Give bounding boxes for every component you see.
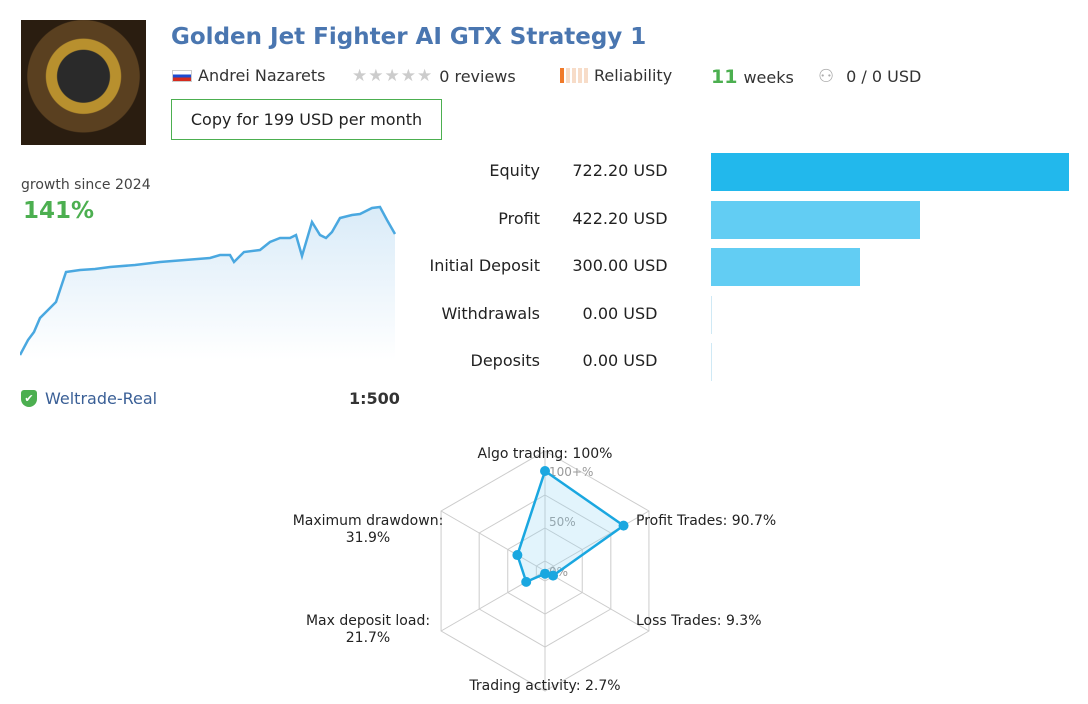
reliability-bars-icon: [560, 68, 588, 83]
radar-axis-label: Algo trading: 100%: [477, 446, 613, 462]
subscribers-value: 0 / 0 USD: [846, 67, 922, 86]
star-rating-icon: ★★★★★: [352, 66, 434, 86]
radar-ring-label: 50%: [549, 515, 576, 529]
radar-axis: [544, 570, 650, 632]
radar-point: [618, 520, 629, 531]
stat-bar: [711, 295, 712, 334]
growth-label: growth since 2024: [21, 177, 151, 193]
radar-axis-label: Profit Trades: 90.7%: [636, 513, 777, 529]
weeks: 11 weeks: [711, 66, 794, 88]
stat-label: Initial Deposit: [429, 256, 540, 275]
subscribers: ⚇ 0 / 0 USD: [818, 66, 921, 87]
stat-row: Equity 722.20 USD: [400, 153, 1088, 191]
verified-shield-icon: ✔: [21, 390, 37, 407]
growth-area: [20, 207, 395, 360]
stat-value: 422.20 USD: [572, 208, 668, 228]
stat-bar: [711, 153, 1069, 191]
stat-row: Withdrawals 0.00 USD: [400, 295, 1088, 334]
radar-point: [548, 570, 559, 581]
stat-row: Deposits 0.00 USD: [400, 343, 1088, 381]
author-name: Andrei Nazarets: [198, 66, 326, 85]
subscribers-icon: ⚇: [818, 66, 835, 87]
radar-point: [512, 550, 523, 561]
radar-axis-label: Max deposit load: 21.7%: [305, 613, 431, 646]
stat-value: 300.00 USD: [572, 256, 668, 275]
radar-axis-label: Trading activity: 2.7%: [469, 678, 621, 694]
stat-label: Withdrawals: [441, 303, 540, 323]
reviews[interactable]: ★★★★★ 0 reviews: [352, 66, 516, 86]
broker-name: Weltrade-Real: [45, 389, 158, 408]
radar-point: [540, 466, 550, 476]
stat-label: Equity: [489, 161, 540, 180]
russia-flag-icon: [172, 69, 192, 82]
stat-label: Deposits: [470, 351, 541, 370]
page-title[interactable]: Golden Jet Fighter AI GTX Strategy 1: [171, 24, 647, 50]
stat-label: Profit: [498, 208, 540, 228]
stat-bar: [711, 200, 921, 239]
growth-line: [20, 205, 397, 356]
radar-axis: [440, 510, 546, 572]
radar-axis-label: Loss Trades: 9.3%: [636, 613, 762, 629]
copy-subscribe-button[interactable]: Copy for 199 USD per month: [171, 99, 442, 140]
broker-link[interactable]: ✔ Weltrade-Real: [21, 389, 157, 408]
radar-point: [540, 568, 550, 579]
reviews-count: 0 reviews: [439, 66, 516, 86]
author-link[interactable]: Andrei Nazarets: [172, 66, 326, 85]
radar-point: [521, 576, 532, 587]
radar-axis-label: Maximum drawdown: 31.9%: [292, 513, 444, 546]
stat-row: Initial Deposit 300.00 USD: [400, 248, 1088, 286]
strategy-avatar: [21, 20, 146, 145]
stat-bar: [711, 343, 712, 381]
stat-row: Profit 422.20 USD: [400, 200, 1088, 239]
stat-bar: [711, 248, 860, 286]
radar-ring-label: 100+%: [549, 465, 593, 479]
weeks-count: 11: [711, 66, 738, 88]
growth-value: 141%: [23, 198, 95, 224]
stat-value: 0.00 USD: [582, 351, 658, 370]
weeks-label: weeks: [743, 67, 794, 87]
leverage: 1:500: [349, 389, 400, 408]
radar-axis: [544, 510, 650, 572]
stat-value: 0.00 USD: [582, 303, 658, 323]
stat-value: 722.20 USD: [572, 161, 668, 180]
reliability-label: Reliability: [594, 66, 673, 85]
reliability: Reliability: [560, 66, 672, 85]
growth-chart[interactable]: [20, 200, 397, 360]
